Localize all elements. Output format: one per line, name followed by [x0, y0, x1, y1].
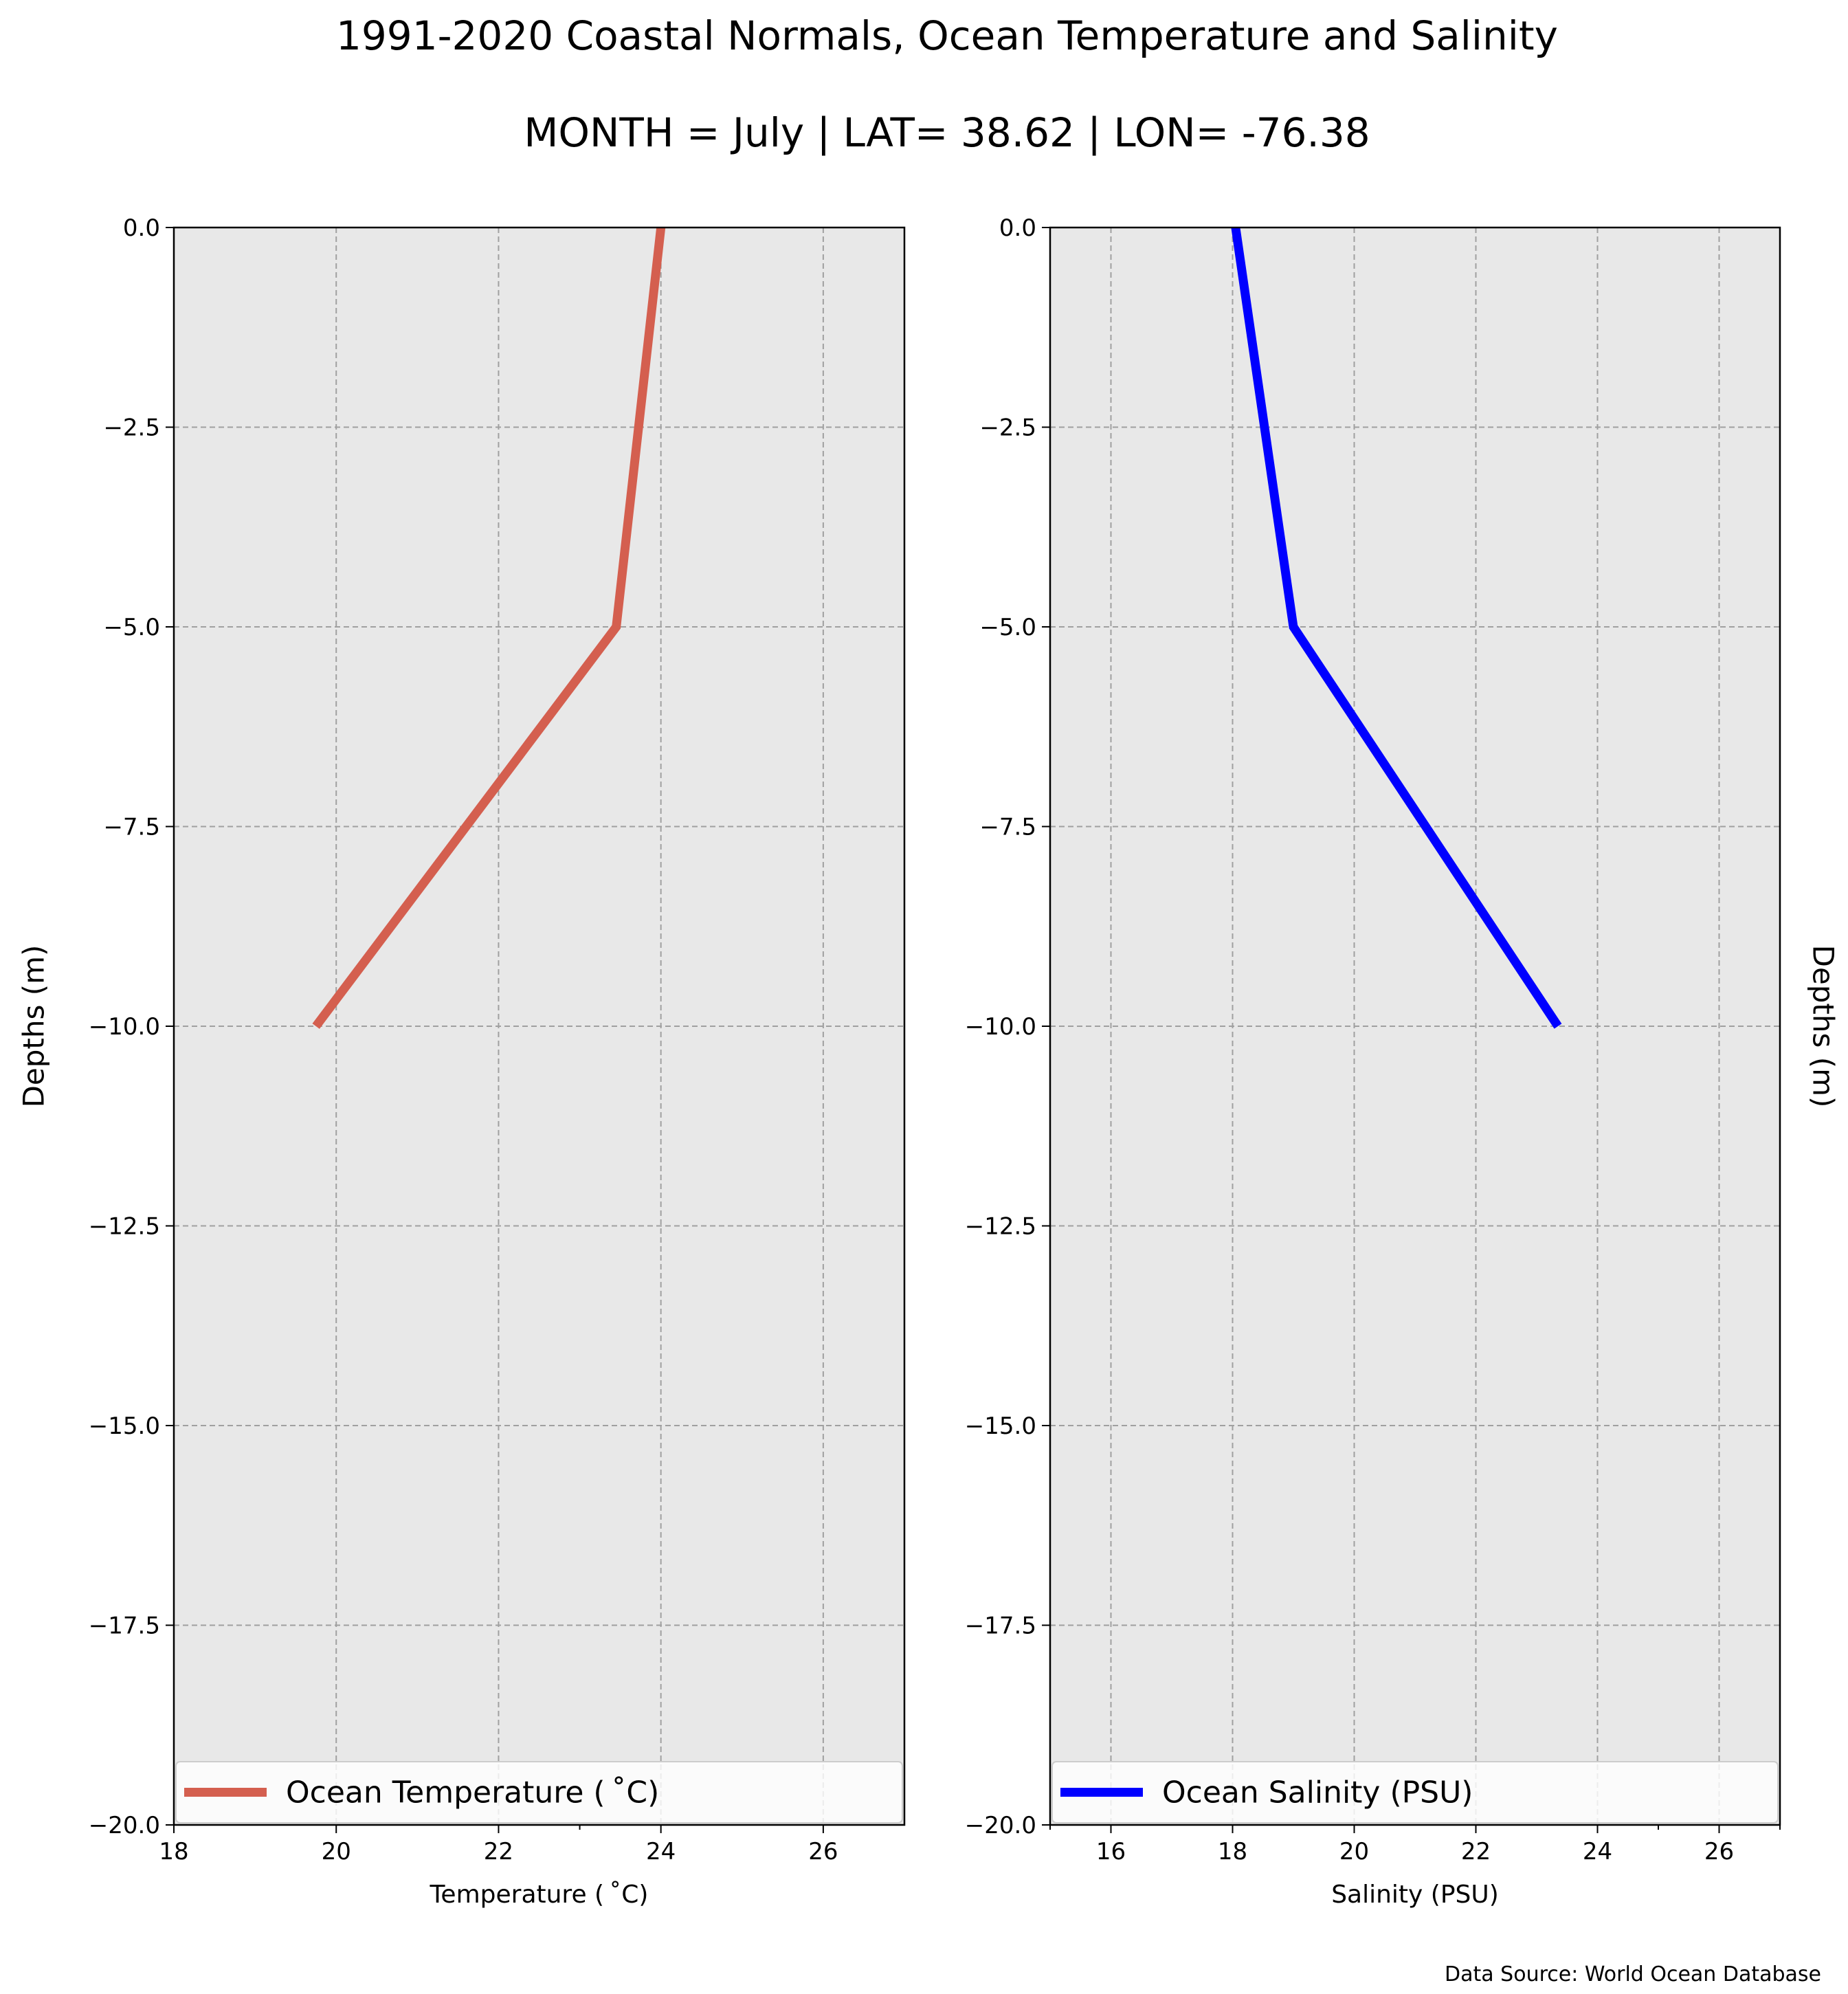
sal-xtick-label: 22 [1461, 1838, 1491, 1865]
data-source-note: Data Source: World Ocean Database [1445, 1962, 1821, 1986]
sal-ytick-label: −12.5 [965, 1213, 1036, 1241]
sal-ytick-label: −5.0 [979, 614, 1036, 641]
sal-ytick-label: 0.0 [999, 214, 1036, 242]
sal-legend-label: Ocean Salinity (PSU) [1162, 1775, 1473, 1810]
temp-ytick-label: −7.5 [103, 814, 160, 841]
sal-ytick-label: −17.5 [965, 1613, 1036, 1640]
temp-xtick-label: 24 [646, 1838, 676, 1865]
sal-ytick-label: −10.0 [965, 1013, 1036, 1041]
temp-xtick-label: 18 [159, 1838, 188, 1865]
temp-xtick-label: 20 [322, 1838, 351, 1865]
sal-xtick-label: 24 [1583, 1838, 1612, 1865]
temp-xtick-label: 26 [808, 1838, 838, 1865]
sal-x-axis-label: Salinity (PSU) [1331, 1881, 1499, 1909]
temp-y-axis-label: Depths (m) [17, 945, 51, 1108]
temp-ytick-label: 0.0 [123, 214, 160, 242]
temp-ytick-label: −15.0 [89, 1413, 160, 1440]
temp-ytick-label: −12.5 [89, 1213, 160, 1241]
sal-xtick-label: 20 [1339, 1838, 1369, 1865]
temp-ytick-label: −17.5 [89, 1613, 160, 1640]
sal-ytick-label: −2.5 [979, 414, 1036, 442]
temp-legend-label: Ocean Temperature ( ˚C) [286, 1775, 659, 1810]
temp-legend-box [175, 1761, 903, 1824]
temp-ytick-label: −2.5 [103, 414, 160, 442]
salinity-panel: 16 18 20 22 24 26 0.0 −2.5 −5.0 −7.5 −10.0 −12.5 −15… [965, 214, 1840, 1909]
temp-ytick-label: −20.0 [89, 1812, 160, 1839]
sal-xtick-label: 16 [1096, 1838, 1126, 1865]
temperature-panel: 18 20 22 24 26 0.0 −2.5 −5.0 −7.5 −10.0 −12.5 −15.0… [17, 214, 906, 1909]
temp-ytick-label: −5.0 [103, 614, 160, 641]
sal-y-axis-label: Depths (m) [1807, 945, 1840, 1108]
sal-xtick-label: 26 [1704, 1838, 1734, 1865]
temp-xtick-label: 22 [484, 1838, 513, 1865]
chart-title: 1991-2020 Coastal Normals, Ocean Tempera… [336, 12, 1558, 59]
sal-legend-box [1051, 1761, 1779, 1824]
sal-ytick-label: −15.0 [965, 1413, 1036, 1440]
sal-ytick-label: −20.0 [965, 1812, 1036, 1839]
sal-ytick-label: −7.5 [979, 814, 1036, 841]
temp-ytick-label: −10.0 [89, 1013, 160, 1041]
chart-subtitle: MONTH = July | LAT= 38.62 | LON= -76.38 [524, 109, 1370, 156]
temp-x-axis-label: Temperature ( ˚C) [430, 1881, 649, 1909]
sal-xtick-label: 18 [1218, 1838, 1247, 1865]
